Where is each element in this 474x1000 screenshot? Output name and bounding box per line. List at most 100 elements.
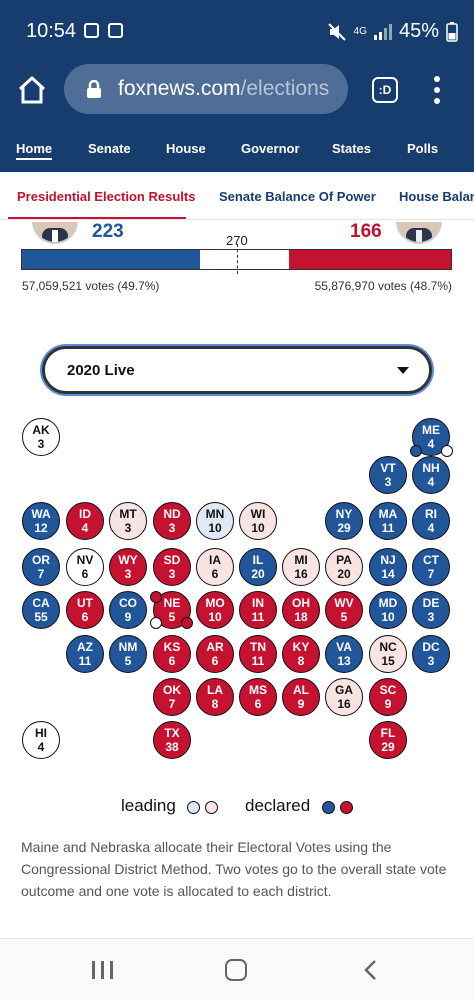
state-abbr: SC — [379, 683, 397, 697]
state-az[interactable]: AZ 11 — [66, 635, 104, 673]
election-year-select[interactable]: 2020 Live — [42, 346, 432, 394]
state-nc[interactable]: NC 15 — [369, 635, 407, 673]
state-nj[interactable]: NJ 14 — [369, 548, 407, 586]
state-abbr: NY — [335, 507, 353, 521]
state-me[interactable]: ME 4 — [412, 418, 450, 456]
state-pa[interactable]: PA 20 — [325, 548, 363, 586]
state-va[interactable]: VA 13 — [325, 635, 363, 673]
back-icon[interactable] — [360, 959, 382, 981]
state-wy[interactable]: WY 3 — [109, 548, 147, 586]
state-abbr: NH — [422, 461, 440, 475]
state-ri[interactable]: RI 4 — [412, 502, 450, 540]
state-abbr: NE — [163, 596, 181, 610]
state-ev: 16 — [337, 697, 351, 711]
site-nav: Home Senate House Governor States Polls — [0, 126, 474, 172]
state-ny[interactable]: NY 29 — [325, 502, 363, 540]
state-ak[interactable]: AK 3 — [22, 418, 60, 456]
state-tn[interactable]: TN 11 — [239, 635, 277, 673]
state-nv[interactable]: NV 6 — [66, 548, 104, 586]
android-home-icon[interactable] — [225, 959, 247, 981]
state-de[interactable]: DE 3 — [412, 591, 450, 629]
state-abbr: TX — [164, 726, 180, 740]
state-ev: 7 — [168, 697, 176, 711]
state-wi[interactable]: WI 10 — [239, 502, 277, 540]
state-nd[interactable]: ND 3 — [153, 502, 191, 540]
nav-states[interactable]: States — [332, 141, 372, 156]
state-ga[interactable]: GA 16 — [325, 678, 363, 716]
active-tab-indicator — [8, 217, 186, 219]
state-in[interactable]: IN 11 — [239, 591, 277, 629]
nav-home[interactable]: Home — [16, 141, 53, 160]
state-hi[interactable]: HI 4 — [22, 721, 60, 759]
state-ev: 3 — [384, 475, 392, 489]
state-ev: 3 — [37, 437, 45, 451]
state-ok[interactable]: OK 7 — [153, 678, 191, 716]
state-ev: 11 — [251, 610, 265, 624]
state-il[interactable]: IL 20 — [239, 548, 277, 586]
state-ks[interactable]: KS 6 — [153, 635, 191, 673]
state-ev: 4 — [427, 521, 435, 535]
district-method-note: Maine and Nebraska allocate their Electo… — [21, 839, 447, 899]
status-time: 10:54 — [26, 20, 77, 42]
state-co[interactable]: CO 9 — [109, 591, 147, 629]
nav-polls[interactable]: Polls — [407, 141, 439, 156]
state-ia[interactable]: IA 6 — [196, 548, 234, 586]
state-nh[interactable]: NH 4 — [412, 456, 450, 494]
state-wv[interactable]: WV 5 — [325, 591, 363, 629]
state-ms[interactable]: MS 6 — [239, 678, 277, 716]
tab-switcher-button[interactable]: :D — [372, 77, 398, 103]
state-mn[interactable]: MN 10 — [196, 502, 234, 540]
state-ev: 9 — [124, 610, 132, 624]
url-bar[interactable]: foxnews.com/elections — [64, 64, 348, 114]
tab-house-balance[interactable]: House Balan — [399, 189, 474, 204]
state-ev: 11 — [381, 521, 395, 535]
state-oh[interactable]: OH 18 — [282, 591, 320, 629]
state-id[interactable]: ID 4 — [66, 502, 104, 540]
nav-governor[interactable]: Governor — [241, 141, 300, 156]
legend-dem-leading-swatch — [187, 801, 200, 814]
state-sd[interactable]: SD 3 — [153, 548, 191, 586]
more-menu-icon[interactable] — [430, 74, 444, 106]
state-abbr: MA — [378, 507, 398, 521]
state-ct[interactable]: CT 7 — [412, 548, 450, 586]
state-ev: 9 — [297, 697, 305, 711]
state-ar[interactable]: AR 6 — [196, 635, 234, 673]
state-la[interactable]: LA 8 — [196, 678, 234, 716]
state-nm[interactable]: NM 5 — [109, 635, 147, 673]
state-ky[interactable]: KY 8 — [282, 635, 320, 673]
tab-senate-balance[interactable]: Senate Balance Of Power — [219, 189, 376, 204]
home-icon[interactable] — [16, 74, 48, 106]
state-ne[interactable]: NE 5 — [153, 591, 191, 629]
state-dc[interactable]: DC 3 — [412, 635, 450, 673]
state-mo[interactable]: MO 10 — [196, 591, 234, 629]
state-al[interactable]: AL 9 — [282, 678, 320, 716]
state-abbr: WA — [31, 507, 51, 521]
map-legend: leading declared — [0, 796, 474, 820]
state-fl[interactable]: FL 29 — [369, 721, 407, 759]
dem-bar-fill — [22, 250, 200, 269]
state-abbr: AL — [293, 683, 309, 697]
lock-icon — [87, 80, 101, 98]
state-mi[interactable]: MI 16 — [282, 548, 320, 586]
state-ev: 55 — [34, 610, 48, 624]
state-ev: 29 — [381, 740, 395, 754]
nav-senate[interactable]: Senate — [88, 141, 131, 156]
state-ev: 7 — [37, 567, 45, 581]
state-abbr: ME — [422, 423, 440, 437]
election-subtabs: Presidential Election Results Senate Bal… — [0, 172, 474, 220]
state-md[interactable]: MD 10 — [369, 591, 407, 629]
state-or[interactable]: OR 7 — [22, 548, 60, 586]
state-ut[interactable]: UT 6 — [66, 591, 104, 629]
state-vt[interactable]: VT 3 — [369, 456, 407, 494]
state-ma[interactable]: MA 11 — [369, 502, 407, 540]
recent-apps-icon[interactable] — [92, 961, 114, 979]
state-ca[interactable]: CA 55 — [22, 591, 60, 629]
state-tx[interactable]: TX 38 — [153, 721, 191, 759]
state-abbr: IN — [252, 596, 264, 610]
state-ev: 20 — [251, 567, 265, 581]
state-wa[interactable]: WA 12 — [22, 502, 60, 540]
nav-house[interactable]: House — [166, 141, 206, 156]
state-sc[interactable]: SC 9 — [369, 678, 407, 716]
tab-presidential-results[interactable]: Presidential Election Results — [17, 189, 196, 204]
state-mt[interactable]: MT 3 — [109, 502, 147, 540]
